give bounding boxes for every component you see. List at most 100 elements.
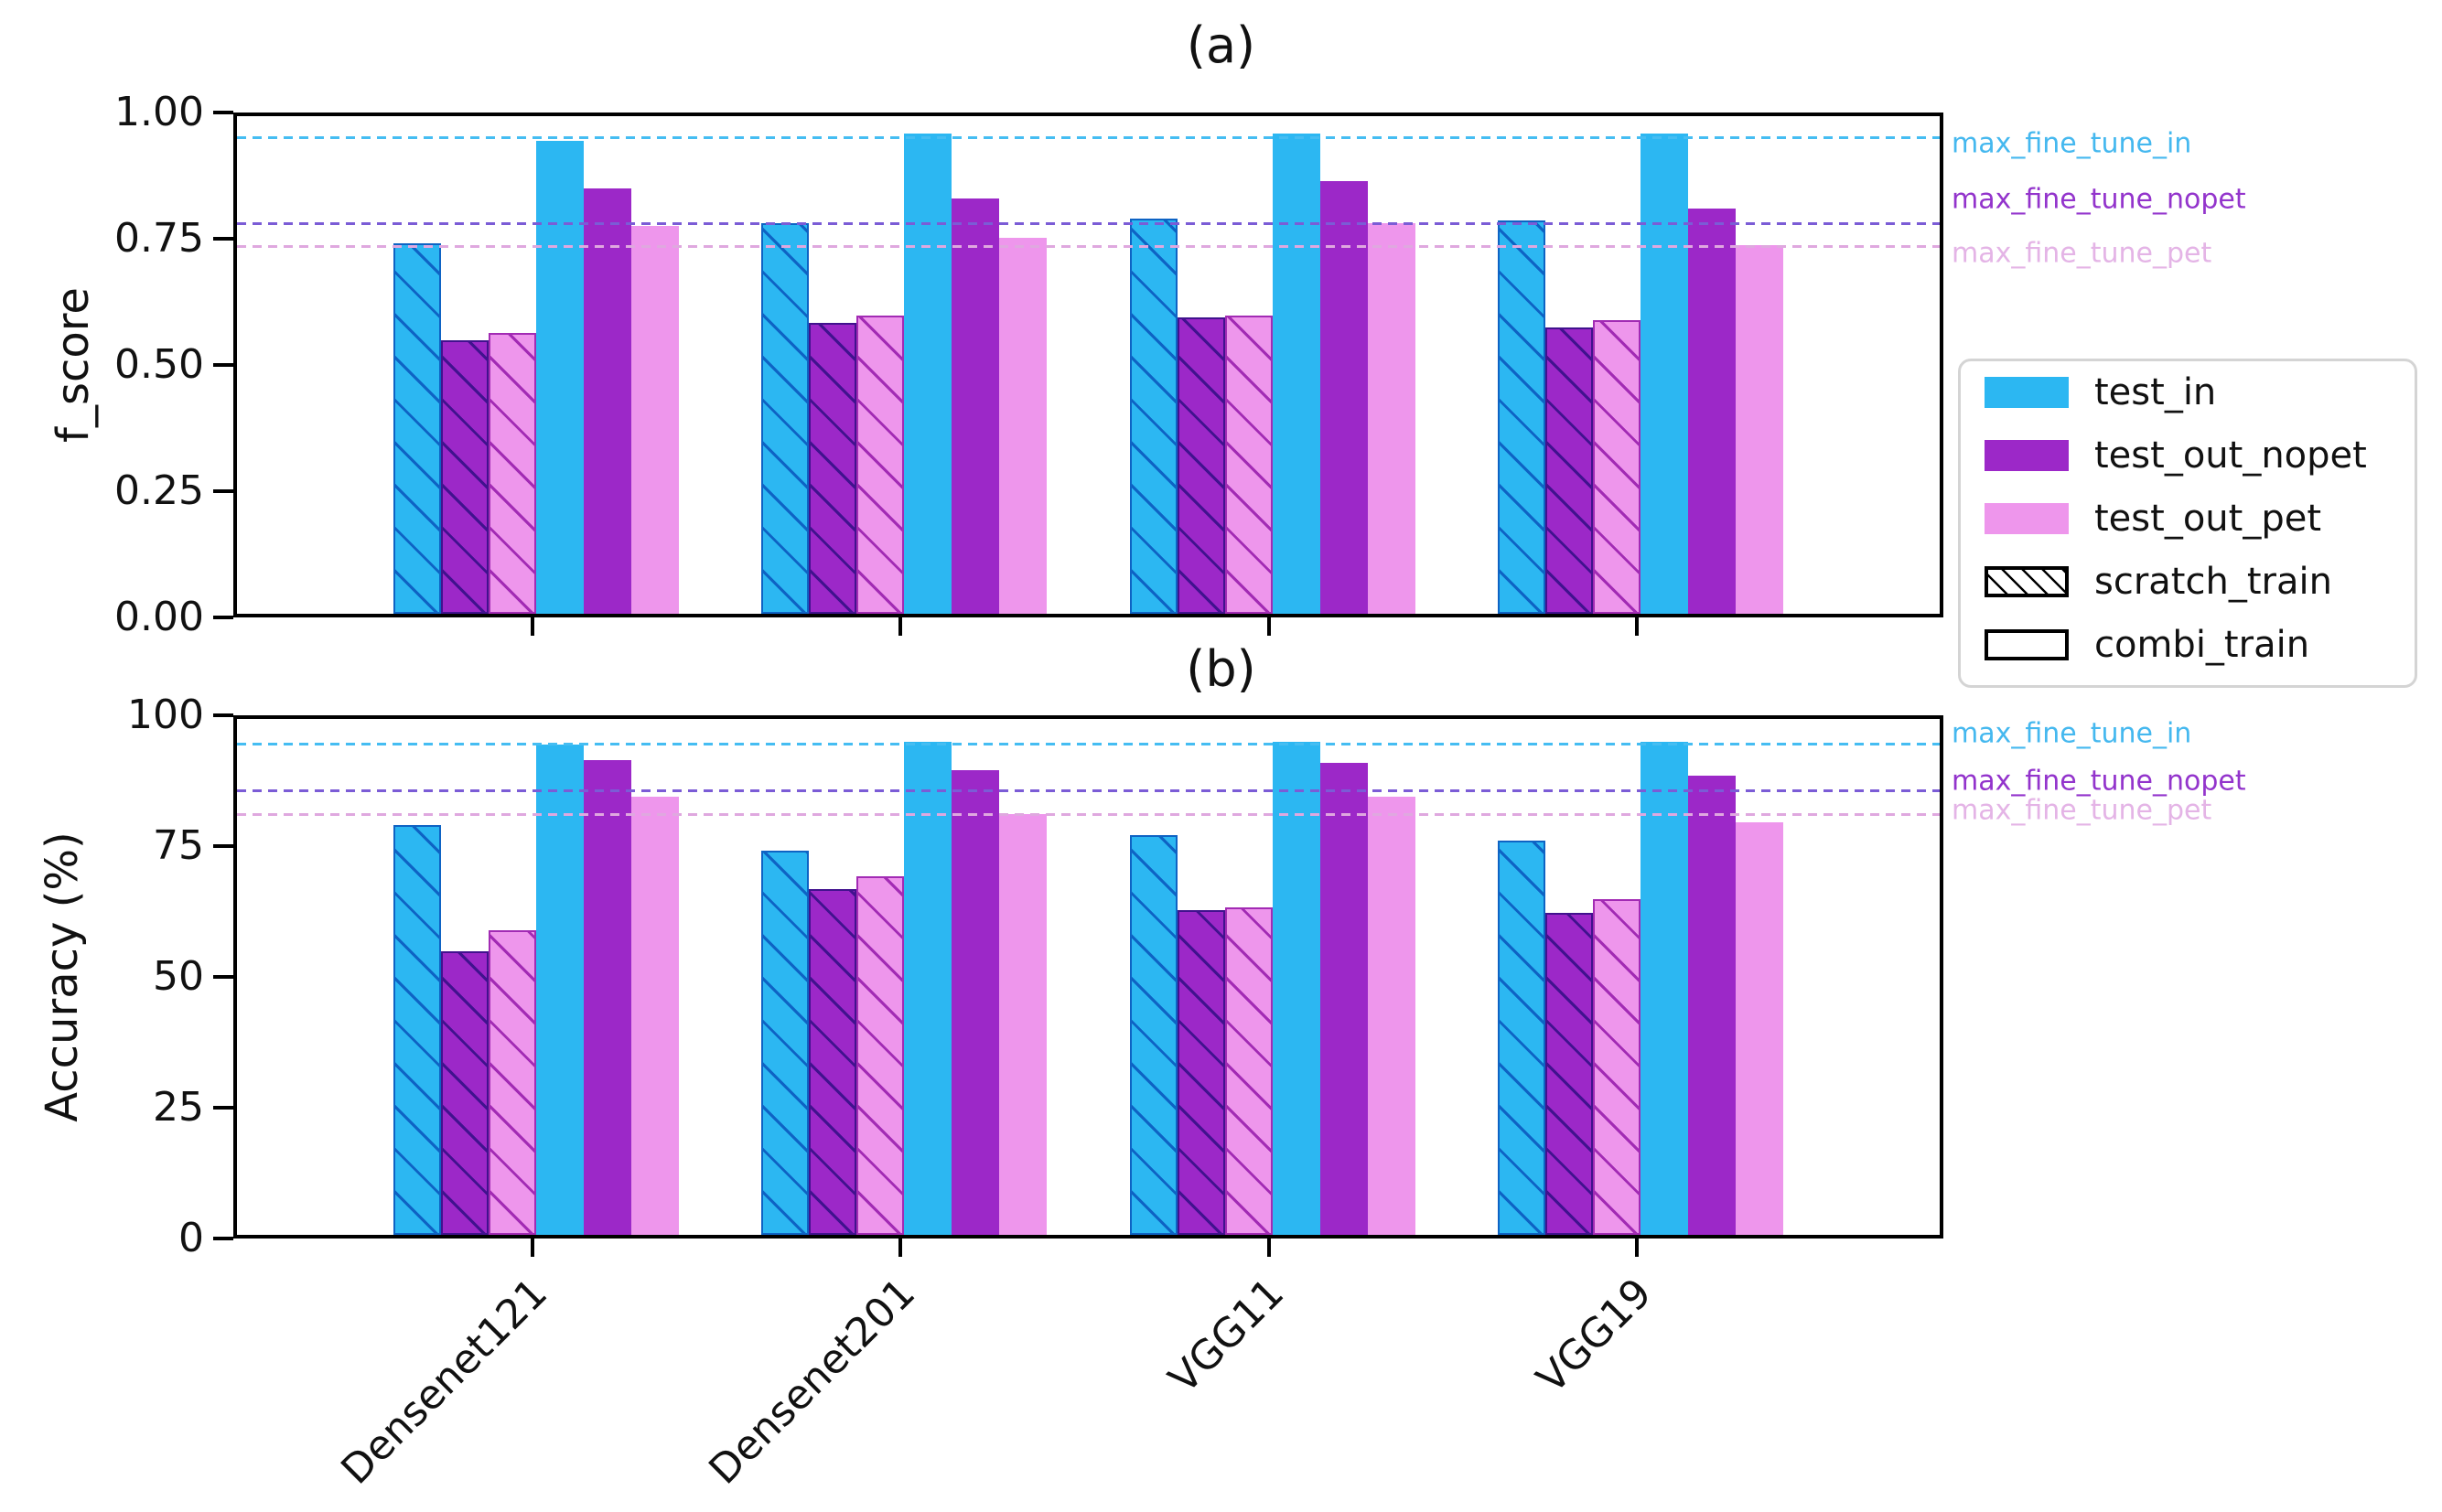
y-tick-label: 0.25 — [114, 467, 204, 514]
bar-Densenet121-scratch_train-test_out_nopet — [440, 339, 489, 614]
legend-item-scratch_train: scratch_train — [1985, 554, 2332, 609]
annotation-max_fine_tune_nopet: max_fine_tune_nopet — [1952, 765, 2246, 798]
y-tick-mark — [213, 975, 233, 979]
bar-Densenet121-scratch_train-test_out_nopet — [440, 950, 489, 1235]
x-tick-mark — [898, 617, 902, 636]
y-tick-label: 100 — [127, 692, 204, 738]
x-tick-label-VGG11: VGG11 — [1159, 1270, 1294, 1403]
y-tick-mark — [213, 489, 233, 493]
bar-Densenet201-scratch_train-test_out_nopet — [808, 889, 856, 1235]
legend-swatch-combi_train-icon — [1985, 629, 2069, 660]
y-tick-mark — [213, 844, 233, 848]
bar-VGG19-combi_train-test_out_nopet — [1688, 208, 1737, 614]
bar-VGG19-combi_train-test_in — [1641, 742, 1689, 1235]
y-tick-mark — [213, 1237, 233, 1240]
hline-max_fine_tune_in — [237, 742, 1940, 745]
legend-item-test_in: test_in — [1985, 365, 2216, 420]
bar-Densenet121-combi_train-test_in — [535, 745, 584, 1235]
x-tick-mark — [530, 1239, 534, 1257]
plot-area-b — [233, 715, 1943, 1239]
y-tick-label: 0.00 — [114, 594, 204, 640]
bar-VGG19-scratch_train-test_out_pet — [1593, 899, 1641, 1235]
x-tick-label-Densenet201: Densenet201 — [700, 1270, 924, 1494]
bar-Densenet201-scratch_train-test_out_pet — [855, 315, 904, 614]
y-tick-mark — [213, 237, 233, 241]
panel-b-title: (b) — [1186, 640, 1256, 698]
legend-swatch-test_out_nopet-icon — [1985, 440, 2069, 471]
bar-Densenet121-scratch_train-test_in — [393, 242, 441, 614]
x-tick-mark — [898, 1239, 902, 1257]
bar-Densenet121-combi_train-test_out_nopet — [583, 188, 631, 614]
x-tick-label-VGG19: VGG19 — [1528, 1270, 1662, 1403]
y-tick-mark — [213, 1106, 233, 1110]
bar-VGG11-combi_train-test_in — [1273, 742, 1321, 1235]
bar-Densenet201-scratch_train-test_out_nopet — [808, 322, 856, 614]
bar-VGG19-scratch_train-test_in — [1498, 840, 1546, 1235]
bar-VGG19-scratch_train-test_out_nopet — [1545, 327, 1594, 614]
y-tick-label: 0 — [178, 1215, 204, 1261]
y-tick-mark — [213, 616, 233, 619]
bar-VGG11-scratch_train-test_out_nopet — [1178, 317, 1226, 614]
bar-Densenet201-scratch_train-test_out_pet — [855, 876, 904, 1235]
bar-VGG11-combi_train-test_in — [1273, 134, 1321, 614]
bar-VGG19-combi_train-test_in — [1641, 134, 1689, 614]
bar-VGG19-combi_train-test_out_nopet — [1688, 776, 1737, 1235]
annotation-max_fine_tune_pet: max_fine_tune_pet — [1952, 237, 2212, 270]
x-tick-mark — [530, 617, 534, 636]
hline-max_fine_tune_in — [237, 136, 1940, 140]
y-tick-label: 1.00 — [114, 89, 204, 135]
y-tick-mark — [213, 363, 233, 367]
bar-Densenet121-scratch_train-test_out_pet — [488, 332, 536, 614]
bar-VGG19-scratch_train-test_out_pet — [1593, 320, 1641, 614]
annotation-max_fine_tune_pet: max_fine_tune_pet — [1952, 794, 2212, 827]
bar-Densenet121-combi_train-test_in — [535, 141, 584, 614]
bar-Densenet121-combi_train-test_out_nopet — [583, 760, 631, 1235]
bar-VGG11-scratch_train-test_out_pet — [1225, 315, 1274, 614]
hline-max_fine_tune_pet — [237, 244, 1940, 248]
legend-label: test_in — [2094, 371, 2217, 413]
bar-Densenet201-scratch_train-test_in — [760, 850, 809, 1235]
bar-Densenet201-combi_train-test_out_nopet — [951, 198, 999, 614]
legend-label: scratch_train — [2094, 561, 2332, 603]
bar-Densenet201-combi_train-test_out_pet — [998, 814, 1047, 1235]
bar-Densenet201-combi_train-test_out_pet — [998, 238, 1047, 614]
y-tick-label: 25 — [153, 1084, 204, 1131]
x-tick-mark — [1635, 1239, 1640, 1257]
bar-VGG11-scratch_train-test_out_nopet — [1178, 909, 1226, 1235]
legend-swatch-scratch_train-icon — [1985, 566, 2069, 597]
hline-max_fine_tune_nopet — [237, 221, 1940, 225]
panel-a-title: (a) — [1186, 16, 1256, 74]
bar-VGG11-combi_train-test_out_nopet — [1320, 180, 1369, 614]
legend-item-combi_train: combi_train — [1985, 617, 2309, 672]
bar-VGG11-combi_train-test_out_pet — [1368, 222, 1416, 614]
x-tick-label-Densenet121: Densenet121 — [331, 1270, 556, 1494]
y-tick-label: 75 — [153, 822, 204, 869]
bar-Densenet121-scratch_train-test_out_pet — [488, 930, 536, 1235]
y-tick-mark — [213, 111, 233, 114]
hline-max_fine_tune_pet — [237, 812, 1940, 816]
legend-label: test_out_pet — [2094, 498, 2322, 540]
y-tick-label: 50 — [153, 953, 204, 1000]
legend-swatch-test_in-icon — [1985, 377, 2069, 408]
annotation-max_fine_tune_in: max_fine_tune_in — [1952, 717, 2192, 750]
bar-Densenet201-combi_train-test_in — [903, 134, 952, 614]
bar-VGG19-combi_train-test_out_pet — [1736, 821, 1784, 1235]
annotation-max_fine_tune_in: max_fine_tune_in — [1952, 127, 2192, 160]
legend-item-test_out_nopet: test_out_nopet — [1985, 428, 2367, 483]
bar-VGG11-combi_train-test_out_nopet — [1320, 762, 1369, 1235]
bar-Densenet201-combi_train-test_out_nopet — [951, 770, 999, 1235]
legend-swatch-test_out_pet-icon — [1985, 503, 2069, 534]
bar-Densenet121-combi_train-test_out_pet — [630, 796, 679, 1235]
bar-VGG11-scratch_train-test_in — [1130, 834, 1178, 1235]
bar-VGG11-scratch_train-test_in — [1130, 218, 1178, 614]
annotation-max_fine_tune_nopet: max_fine_tune_nopet — [1952, 183, 2246, 216]
bar-VGG11-combi_train-test_out_pet — [1368, 796, 1416, 1235]
bar-VGG11-scratch_train-test_out_pet — [1225, 906, 1274, 1235]
bar-VGG19-combi_train-test_out_pet — [1736, 245, 1784, 614]
legend-label: combi_train — [2094, 624, 2310, 666]
x-tick-mark — [1267, 617, 1272, 636]
bar-Densenet201-combi_train-test_in — [903, 742, 952, 1235]
bar-Densenet121-combi_train-test_out_pet — [630, 225, 679, 614]
